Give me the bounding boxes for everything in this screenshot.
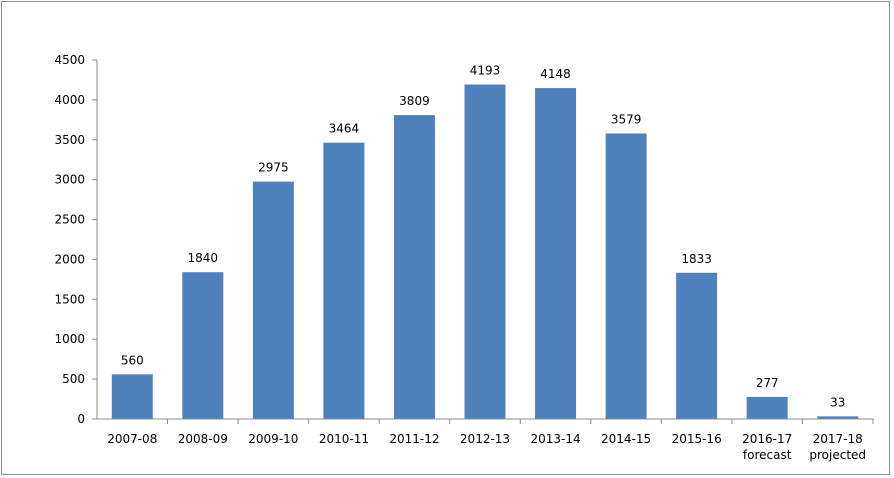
y-tick-label: 4500 xyxy=(54,53,85,67)
bar xyxy=(182,272,224,419)
y-tick-label: 2500 xyxy=(54,213,85,227)
x-tick-label: 2017-18 xyxy=(813,432,863,446)
data-label: 560 xyxy=(121,353,144,367)
y-tick-label: 2000 xyxy=(54,252,85,266)
data-label: 33 xyxy=(830,395,845,409)
bar xyxy=(535,88,577,419)
data-label: 1840 xyxy=(188,251,219,265)
bar xyxy=(605,133,647,419)
bar xyxy=(252,181,294,419)
bar xyxy=(323,142,365,419)
x-axis: 2007-08 2008-09 2009-10 2010-11 2011-12 2012-… xyxy=(97,418,874,462)
bar xyxy=(746,396,788,419)
data-label: 4193 xyxy=(470,63,501,77)
x-tick-label: 2016-17 xyxy=(742,432,792,446)
y-tick-label: 4000 xyxy=(54,93,85,107)
y-tick-label: 3000 xyxy=(54,173,85,187)
x-tick-label: 2015-16 xyxy=(672,432,722,446)
y-tick-label: 3500 xyxy=(54,133,85,147)
y-tick-label: 0 xyxy=(77,412,85,426)
x-tick-label: 2007-08 xyxy=(107,432,157,446)
x-tick-label: 2014-15 xyxy=(601,432,651,446)
data-labels: 560 1840 2975 3464 3809 4193 4148 3579 1833 277 33 xyxy=(121,63,846,409)
x-tick-label: 2011-12 xyxy=(389,432,439,446)
x-tick-label: projected xyxy=(809,448,866,462)
bar xyxy=(676,272,718,419)
data-label: 3809 xyxy=(399,94,430,108)
bars xyxy=(111,84,859,420)
data-label: 4148 xyxy=(540,67,571,81)
y-tick-label: 500 xyxy=(62,372,85,386)
x-tick-label: 2009-10 xyxy=(248,432,298,446)
data-label: 3464 xyxy=(329,122,360,136)
bar xyxy=(111,374,153,419)
x-tick-label: 2012-13 xyxy=(460,432,510,446)
x-tick-label: 2010-11 xyxy=(319,432,369,446)
data-label: 2975 xyxy=(258,161,289,175)
x-tick-label: 2013-14 xyxy=(530,432,580,446)
bar xyxy=(393,115,435,420)
y-axis: 0 500 1000 1500 2000 2500 3000 3500 4000 4500 xyxy=(54,53,98,426)
bar xyxy=(464,84,506,420)
y-tick-label: 1500 xyxy=(54,292,85,306)
y-tick-label: 1000 xyxy=(54,332,85,346)
data-label: 3579 xyxy=(611,112,642,126)
x-tick-label: forecast xyxy=(743,448,792,462)
data-label: 1833 xyxy=(681,252,712,266)
data-label: 277 xyxy=(756,376,779,390)
x-tick-label: 2008-09 xyxy=(178,432,228,446)
bar xyxy=(817,416,859,419)
